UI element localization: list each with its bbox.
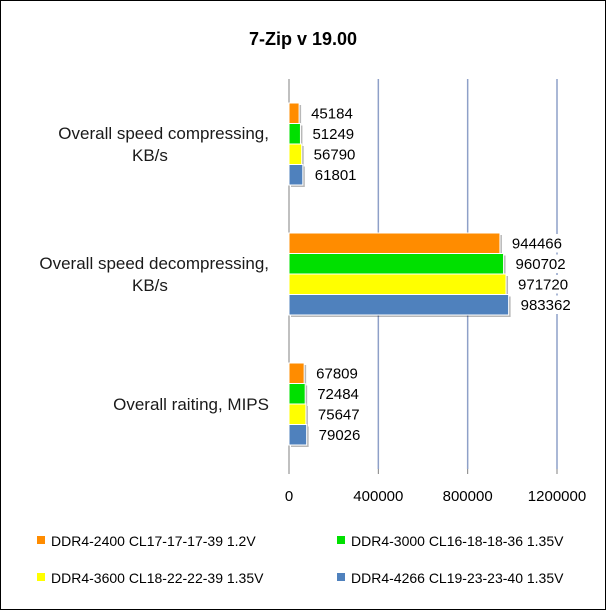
chart-title: 7-Zip v 19.00 [249,29,357,49]
data-label-bg [516,295,579,314]
data-label-bg [309,145,372,164]
data-label: 75647 [318,406,360,423]
data-label: 983362 [521,297,571,314]
bar [288,273,507,295]
category-label: Overall speed decompressing, [39,254,269,273]
data-label: 56790 [314,146,356,163]
legend-label: DDR4-4266 CL19-23-23-40 1.35V [351,570,564,586]
data-label: 960702 [516,256,566,273]
x-tick-label: 400000 [353,488,403,505]
legend-swatch [37,573,45,581]
category-label: Overall speed compressing, [58,124,269,143]
legend-swatch [337,536,345,544]
data-label-bg [514,275,577,294]
data-label-bg [507,234,570,253]
data-labels: 45184 51249 56790 61801 944466 960702 971720 98… [307,104,579,444]
bar [288,383,306,405]
bar [288,253,505,275]
legend: DDR4-2400 CL17-17-17-39 1.2V DDR4-3000 CL… [37,533,564,586]
data-label-bg [313,405,376,424]
data-label: 61801 [315,167,357,184]
x-tick-label: 1200000 [528,488,586,505]
category-label: Overall raiting, MIPS [113,395,269,414]
x-tick-label: 0 [285,488,293,505]
data-label-bg [313,384,376,403]
legend-swatch [337,573,345,581]
data-label: 51249 [312,126,354,143]
data-label: 971720 [518,276,568,293]
data-label: 45184 [311,105,353,122]
data-label: 67809 [316,365,358,382]
data-label-bg [314,425,377,444]
data-label: 944466 [512,235,562,252]
bar [288,123,301,145]
data-label: 72484 [317,386,359,403]
x-axis-ticks: 0 400000 800000 1200000 [285,469,586,505]
bar [288,403,307,425]
category-label: KB/s [132,146,168,165]
bar [288,424,308,446]
data-label-bg [307,104,370,123]
x-tick-label: 800000 [443,488,493,505]
category-labels: Overall speed compressing, KB/s Overall sp… [39,124,269,414]
legend-label: DDR4-3000 CL16-18-18-36 1.35V [351,533,564,549]
legend-swatch [37,536,45,544]
data-label: 79026 [319,427,361,444]
bar [288,102,300,124]
data-label-bg [312,364,375,383]
bar [288,362,305,384]
bar [288,232,501,254]
legend-label: DDR4-3600 CL18-22-22-39 1.35V [51,570,264,586]
category-label: KB/s [132,276,168,295]
legend-label: DDR4-2400 CL17-17-17-39 1.2V [51,533,256,549]
bars [288,102,511,447]
bar [288,164,304,186]
data-label-bg [308,124,371,143]
data-label-bg [511,254,574,273]
data-label-bg [310,165,373,184]
bar [288,143,303,165]
bar [288,294,510,316]
